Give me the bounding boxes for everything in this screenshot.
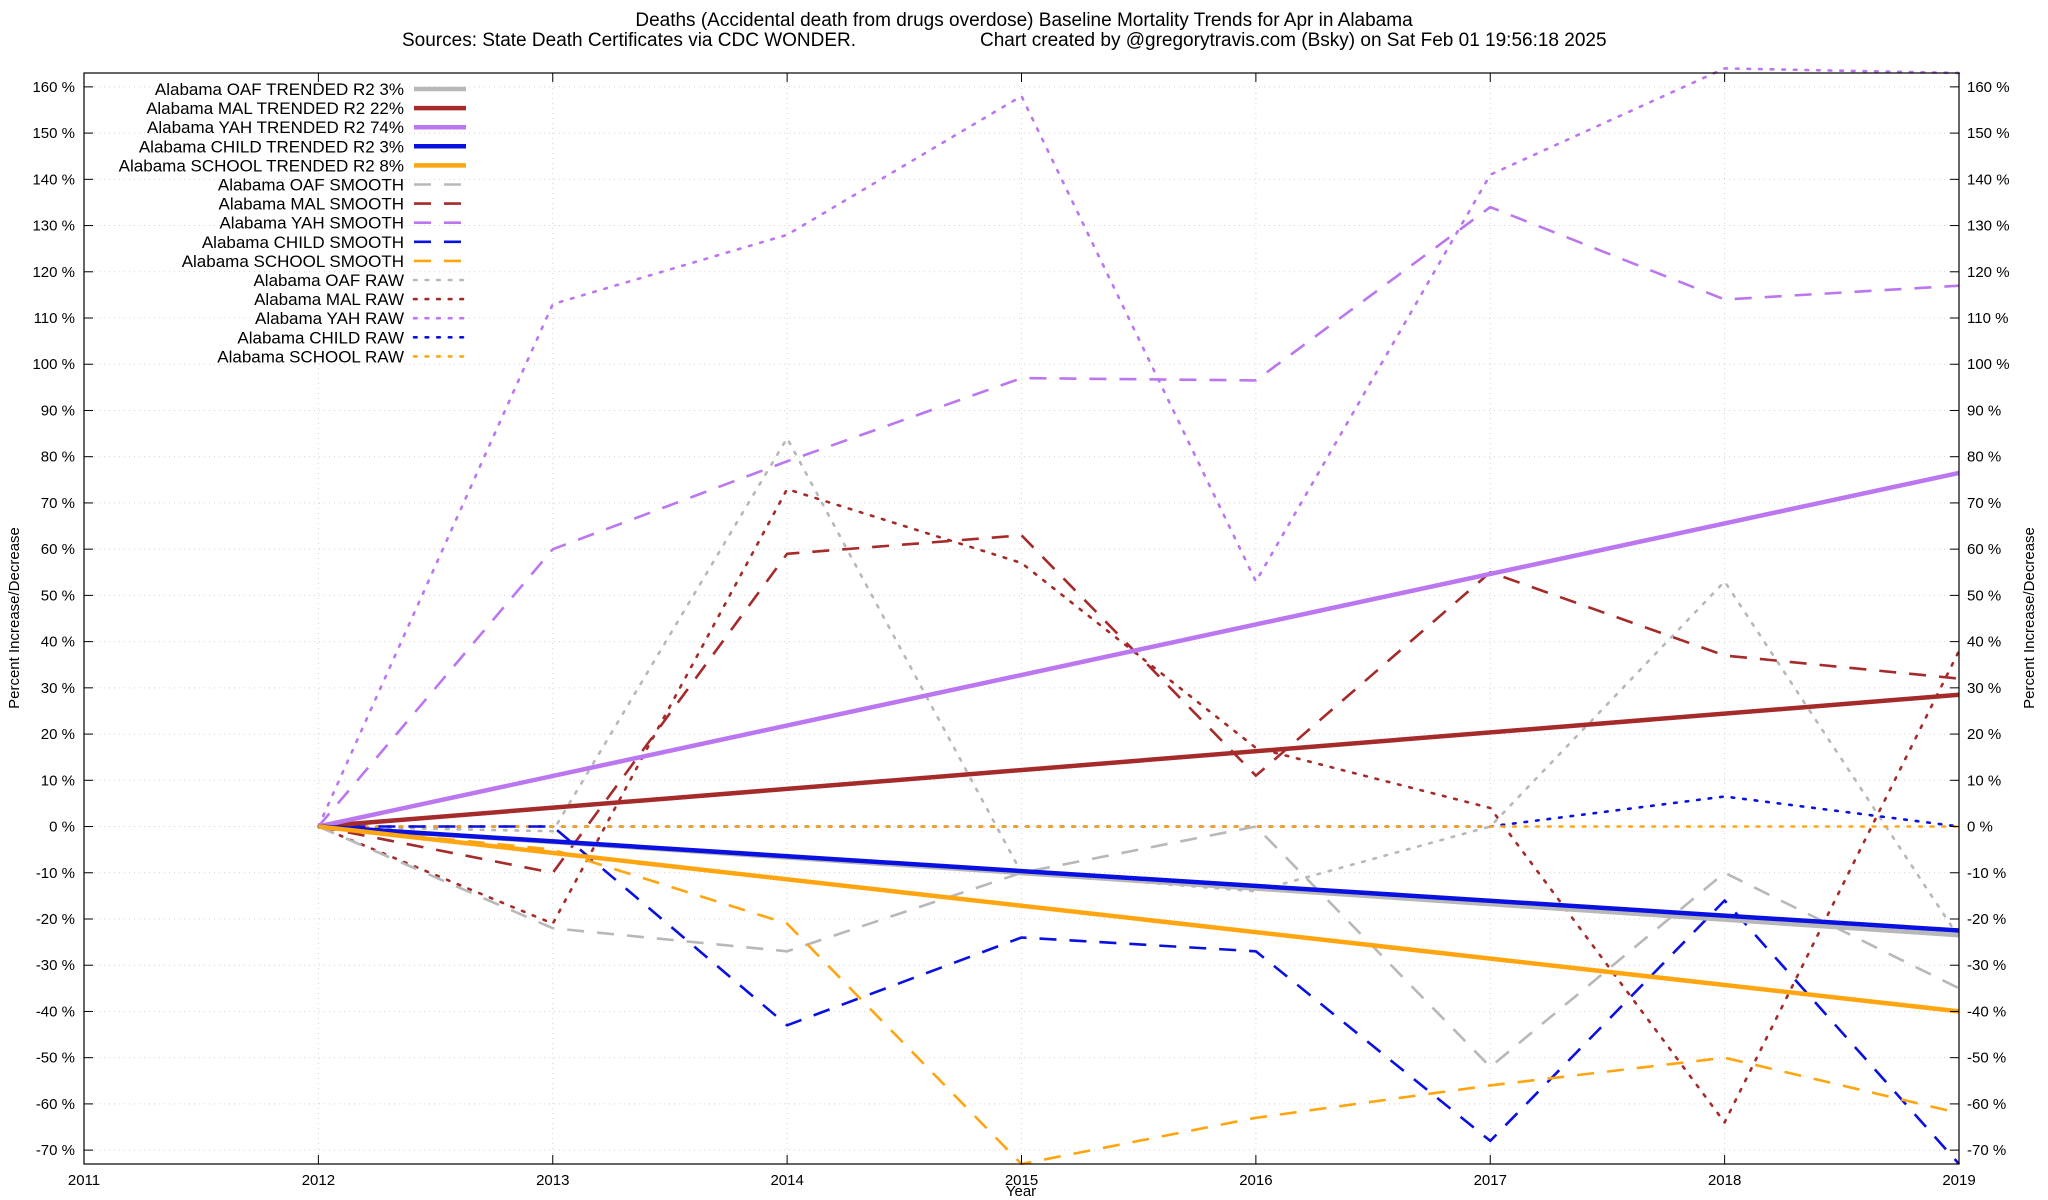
series-layer — [317, 67, 1961, 1166]
y-tick-label-left: 30 % — [41, 680, 75, 697]
y-tick-label-right: -70 % — [1967, 1142, 2006, 1159]
y-tick-label-left: 60 % — [41, 541, 75, 558]
series-line-yah-smooth — [317, 205, 1960, 828]
y-tick-label-right: 20 % — [1967, 726, 2001, 743]
y-tick-label-right: 160 % — [1967, 79, 2010, 96]
x-tick-label: 2018 — [1708, 1172, 1741, 1189]
y-tick-label-right: 70 % — [1967, 495, 2001, 512]
series-line-mal-raw — [317, 487, 1961, 1124]
y-tick-label-left: 90 % — [41, 402, 75, 419]
y-tick-label-left: -20 % — [36, 911, 75, 928]
y-tick-label-right: 50 % — [1967, 587, 2001, 604]
legend-label: Alabama CHILD TRENDED R2 3% — [139, 137, 404, 156]
series-line-school-smooth — [318, 825, 1960, 1166]
y-tick-label-right: 110 % — [1967, 310, 2008, 327]
legend-label: Alabama YAH TRENDED R2 74% — [147, 118, 404, 137]
y-tick-label-right: -20 % — [1967, 911, 2006, 928]
y-axis-label-right: Percent Increase/Decrease — [2021, 527, 2038, 709]
series-line-child-raw — [317, 795, 1961, 828]
y-tick-label-right: 10 % — [1967, 772, 2001, 789]
y-tick-label-left: -40 % — [36, 1003, 75, 1020]
y-tick-label-left: 0 % — [49, 819, 75, 836]
legend-label: Alabama OAF RAW — [253, 271, 404, 290]
series-line-child-trend — [318, 824, 1960, 933]
legend-label: Alabama SCHOOL SMOOTH — [182, 252, 404, 271]
legend-label: Alabama YAH SMOOTH — [219, 214, 404, 233]
x-tick-label: 2011 — [68, 1172, 100, 1189]
legend-label: Alabama MAL TRENDED R2 22% — [146, 99, 404, 118]
legend-label: Alabama SCHOOL TRENDED R2 8% — [119, 156, 404, 175]
y-tick-label-right: 30 % — [1967, 680, 2001, 697]
y-tick-label-right: -50 % — [1967, 1050, 2006, 1067]
legend: Alabama OAF TRENDED R2 3%Alabama MAL TRE… — [119, 80, 468, 366]
y-tick-label-right: 80 % — [1967, 449, 2001, 466]
y-tick-label-left: 130 % — [32, 218, 75, 235]
legend-label: Alabama OAF TRENDED R2 3% — [155, 80, 404, 99]
ticks: -70 % -70 % -60 % -60 % -50 % -50 % -40 % -40 %… — [32, 73, 2010, 1189]
y-tick-label-right: 140 % — [1967, 171, 2010, 188]
y-tick-label-left: -50 % — [36, 1050, 75, 1067]
y-tick-label-right: -40 % — [1967, 1003, 2006, 1020]
y-tick-label-right: 40 % — [1967, 634, 2001, 651]
chart-source-note: Sources: State Death Certificates via CD… — [402, 30, 856, 51]
y-tick-label-right: -10 % — [1967, 865, 2006, 882]
y-tick-label-right: 60 % — [1967, 541, 2001, 558]
y-tick-label-left: 160 % — [32, 79, 75, 96]
y-tick-label-left: -70 % — [36, 1142, 75, 1159]
x-tick-label: 2014 — [770, 1172, 803, 1189]
y-axis-label-left: Percent Increase/Decrease — [6, 527, 23, 709]
y-tick-label-right: 150 % — [1967, 125, 2010, 142]
y-tick-label-right: 90 % — [1967, 402, 2001, 419]
legend-label: Alabama CHILD RAW — [237, 328, 404, 347]
y-tick-label-right: 130 % — [1967, 218, 2010, 235]
legend-label: Alabama SCHOOL RAW — [217, 347, 404, 366]
y-tick-label-left: 80 % — [41, 449, 75, 466]
y-tick-label-left: -10 % — [36, 865, 75, 882]
y-tick-label-right: -60 % — [1967, 1096, 2006, 1113]
chart-credit: Chart created by @gregorytravis.com (Bsk… — [980, 30, 1607, 51]
y-tick-label-left: -60 % — [36, 1096, 75, 1113]
series-line-school-trend — [318, 824, 1960, 1014]
y-tick-label-right: 0 % — [1967, 819, 1993, 836]
x-tick-label: 2016 — [1239, 1172, 1272, 1189]
y-tick-label-right: -30 % — [1967, 957, 2006, 974]
y-tick-label-left: 150 % — [32, 125, 75, 142]
y-tick-label-right: 120 % — [1967, 264, 2010, 281]
series-line-mal-trend — [318, 692, 1960, 829]
legend-label: Alabama OAF SMOOTH — [218, 176, 404, 195]
series-line-oaf-smooth — [317, 825, 1960, 1069]
chart-title: Deaths (Accidental death from drugs over… — [635, 10, 1413, 31]
legend-label: Alabama MAL RAW — [254, 290, 404, 309]
series-line-mal-smooth — [318, 533, 1960, 875]
x-axis-label: Year — [1006, 1183, 1036, 1200]
y-tick-label-left: -30 % — [36, 957, 75, 974]
x-tick-label: 2019 — [1942, 1172, 1975, 1189]
y-tick-label-left: 100 % — [32, 356, 75, 373]
y-tick-label-left: 110 % — [34, 310, 75, 327]
y-tick-label-left: 10 % — [41, 772, 75, 789]
y-tick-label-left: 20 % — [41, 726, 75, 743]
y-tick-label-right: 100 % — [1967, 356, 2010, 373]
x-tick-label: 2013 — [536, 1172, 569, 1189]
x-tick-label: 2015 — [1005, 1172, 1038, 1189]
series-line-child-smooth — [318, 825, 1960, 1165]
y-tick-label-left: 120 % — [32, 264, 75, 281]
x-tick-label: 2017 — [1474, 1172, 1507, 1189]
y-tick-label-left: 50 % — [41, 587, 75, 604]
legend-label: Alabama CHILD SMOOTH — [202, 233, 404, 252]
legend-label: Alabama MAL SMOOTH — [219, 195, 404, 214]
series-line-yah-trend — [317, 470, 1960, 829]
y-tick-label-left: 40 % — [41, 634, 75, 651]
legend-label: Alabama YAH RAW — [255, 309, 404, 328]
series-line-yah-raw — [317, 67, 1961, 828]
y-tick-label-left: 140 % — [32, 171, 75, 188]
y-tick-label-left: 70 % — [41, 495, 75, 512]
x-tick-label: 2012 — [302, 1172, 335, 1189]
